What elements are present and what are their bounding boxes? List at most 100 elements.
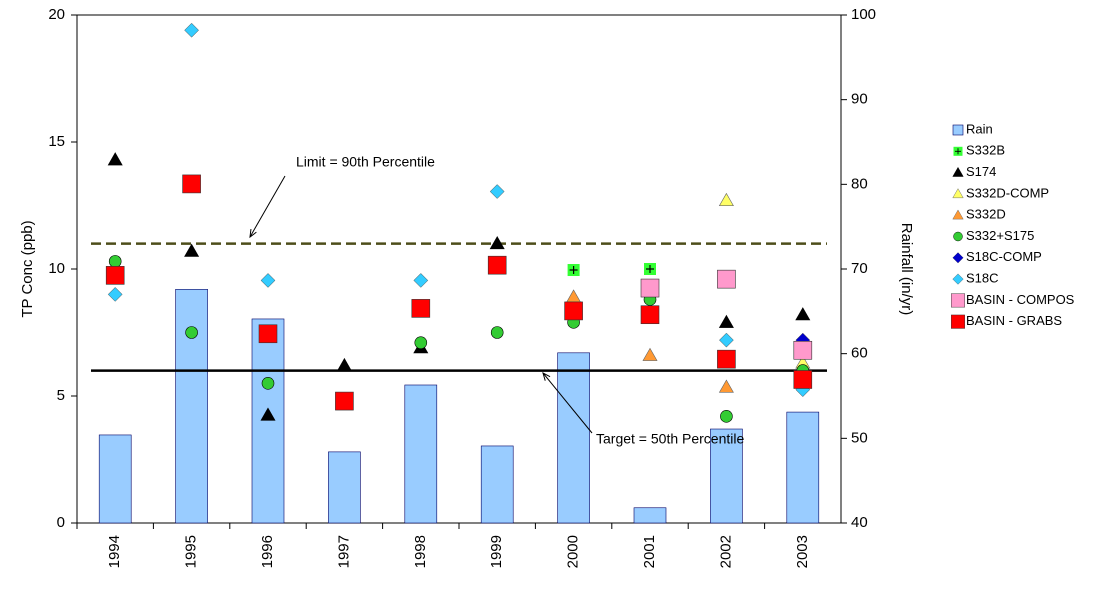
marker: [793, 370, 813, 389]
marker: [793, 340, 813, 360]
x-tick-label: 1998: [412, 535, 429, 568]
marker: [185, 326, 198, 339]
marker: [489, 184, 505, 199]
legend-swatch: [951, 293, 965, 308]
bar: [710, 428, 743, 524]
y2-tick-label: 90: [851, 91, 868, 108]
legend-swatch: [952, 252, 964, 264]
legend-swatch: [952, 166, 964, 177]
x-tick-label: 1999: [488, 535, 505, 568]
marker: [952, 273, 964, 285]
marker: [184, 243, 200, 257]
marker: [260, 273, 276, 288]
legend-swatch: [951, 314, 965, 329]
y-axis-title: TP Conc (ppb): [19, 220, 36, 317]
bar: [404, 384, 438, 524]
arrow-head: [542, 372, 551, 381]
marker: [720, 410, 733, 423]
bar: [98, 434, 132, 524]
marker: [718, 314, 734, 328]
marker: [489, 235, 505, 250]
marker: [719, 332, 734, 348]
legend-swatch: [952, 188, 964, 199]
marker: [952, 166, 964, 177]
marker: [642, 347, 658, 361]
marker-cross: [646, 265, 654, 273]
legend-label: BASIN - GRABS: [966, 313, 1062, 328]
y2-tick-label: 60: [851, 345, 868, 362]
marker: [952, 209, 964, 220]
marker: [564, 301, 583, 321]
y-tick-label: 15: [48, 133, 65, 150]
x-tick-label: 2002: [717, 535, 734, 568]
x-tick-label: 1995: [183, 535, 200, 568]
legend: Rain S332B S174 S332D-COMP S332D S332+S175 S18…: [951, 121, 1075, 329]
legend-swatch: [953, 146, 963, 156]
legend-label: S332+S175: [966, 228, 1034, 243]
marker: [261, 376, 275, 390]
legend-label: S332B: [966, 143, 1005, 158]
marker: [336, 357, 352, 372]
marker: [952, 188, 964, 199]
bar: [786, 411, 820, 524]
annotation: Target = 50th Percentile: [596, 431, 744, 447]
marker: [717, 269, 736, 289]
legend-label: Rain: [966, 121, 993, 136]
y2-tick-label: 40: [851, 514, 868, 531]
marker: [411, 299, 431, 318]
marker: [413, 273, 429, 288]
annotation: Limit = 90th Percentile: [296, 154, 435, 170]
marker: [951, 314, 965, 329]
marker-cross: [569, 266, 578, 275]
bar: [557, 352, 590, 524]
bar: [328, 451, 361, 524]
marker: [640, 278, 660, 298]
legend-label: S332D-COMP: [966, 185, 1049, 200]
legend-swatch: [952, 209, 964, 220]
marker: [184, 22, 199, 38]
marker: [487, 255, 507, 275]
legend-label: S332D: [966, 207, 1006, 222]
marker: [258, 324, 278, 344]
marker: [490, 326, 504, 339]
bar: [633, 507, 667, 524]
x-tick-label: 2003: [794, 535, 811, 568]
x-tick-label: 1997: [335, 535, 352, 568]
marker: [640, 305, 660, 325]
annotation-arrow: [542, 372, 593, 434]
legend-label: S174: [966, 164, 996, 179]
marker: [718, 379, 734, 393]
marker: [107, 152, 123, 166]
legend-label: S18C: [966, 271, 999, 286]
y2-tick-label: 100: [851, 6, 876, 23]
bar: [251, 318, 285, 524]
marker: [260, 407, 276, 421]
marker: [105, 266, 125, 285]
marker-cross: [955, 148, 961, 155]
legend-label: S18C-COMP: [966, 249, 1042, 264]
y2-tick-label: 50: [851, 429, 868, 446]
arrow-head: [249, 228, 257, 239]
y-tick-label: 0: [57, 514, 65, 531]
y2-axis-title: Rainfall (in/yr): [898, 223, 915, 316]
marker: [414, 336, 428, 349]
marker: [951, 293, 965, 308]
y2-tick-label: 70: [851, 260, 868, 277]
legend-label: BASIN - COMPOS: [966, 292, 1075, 307]
marker: [718, 192, 734, 206]
marker: [108, 255, 122, 268]
marker: [335, 391, 354, 411]
legend-swatch: [952, 273, 964, 285]
x-tick-label: 2000: [565, 535, 582, 568]
annotation-arrow: [249, 175, 286, 238]
y-tick-label: 10: [48, 260, 65, 277]
bar: [175, 289, 208, 524]
marker: [795, 307, 811, 321]
y-tick-label: 20: [48, 6, 65, 23]
legend-swatch: [952, 124, 964, 136]
marker: [182, 174, 201, 194]
y2-tick-label: 80: [851, 175, 868, 192]
marker: [952, 252, 964, 264]
marker: [717, 349, 736, 369]
